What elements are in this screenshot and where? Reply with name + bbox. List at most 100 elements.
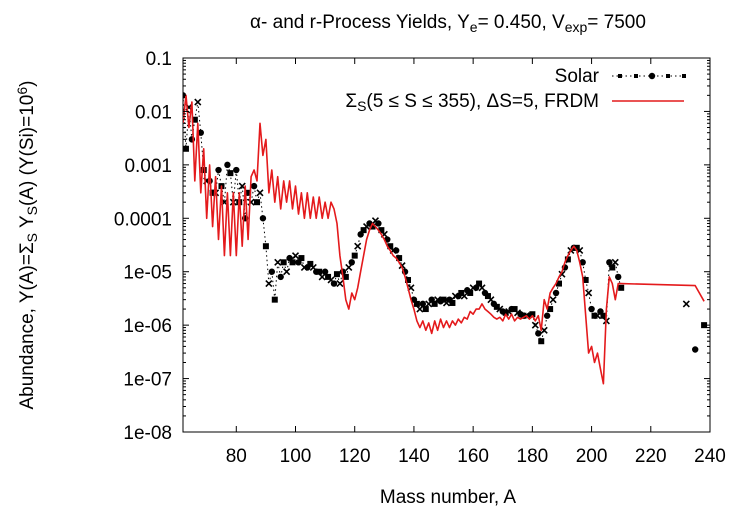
solar-point (316, 268, 323, 275)
solar-point (354, 242, 362, 250)
solar-point (245, 189, 252, 196)
solar-point (564, 256, 571, 263)
chart-title: α- and r-Process Yields, Ye= 0.450, Vexp… (250, 12, 646, 35)
solar-point (321, 268, 329, 275)
solar-point (250, 182, 258, 190)
y-tick-label: 1e-06 (123, 316, 172, 337)
solar-segment (549, 299, 554, 310)
solar-point (233, 166, 240, 174)
x-tick-label: 120 (339, 446, 371, 467)
legend-swatch-solar-point (648, 72, 656, 80)
solar-point (431, 300, 438, 307)
solar-point (280, 259, 287, 266)
ylabel-sup: 6 (14, 87, 30, 95)
ylabel-sub: S (24, 233, 40, 242)
ylabel-sub: S (24, 206, 40, 215)
solar-point (682, 300, 690, 308)
solar-segment (241, 186, 246, 219)
solar-point (520, 312, 527, 319)
solar-point (476, 280, 483, 287)
series-frdm (183, 94, 705, 385)
y-tick-label: 0.1 (146, 49, 172, 70)
solar-point (254, 199, 261, 206)
solar-point (289, 259, 296, 266)
y-tick-label: 0.01 (135, 102, 172, 123)
y-tick-label: 1e-07 (123, 370, 172, 391)
y-tick-label: 0.001 (124, 156, 172, 177)
solar-point (467, 289, 474, 296)
solar-point (291, 252, 300, 260)
legend-swatch-solar-point (666, 74, 670, 78)
solar-point (333, 271, 340, 278)
y-axis-label-text: Abundance, Y(A)=ΣS YS(A) (Y(Si)=106) (14, 80, 40, 409)
solar-point (274, 258, 282, 266)
solar-point (552, 289, 560, 297)
solar-point (238, 182, 246, 190)
solar-point (609, 264, 616, 271)
solar-point (582, 276, 589, 283)
solar-segment (256, 192, 261, 203)
solar-point (460, 292, 468, 300)
solar-point (538, 338, 545, 345)
solar-segment (200, 132, 205, 171)
solar-point (449, 299, 456, 306)
solar-segment (271, 271, 276, 300)
solar-point (265, 280, 273, 288)
solar-point (215, 166, 222, 174)
solar-point (197, 129, 204, 136)
legend-sub: S (357, 98, 366, 114)
y-tick-label: 0.0001 (114, 209, 172, 230)
y-axis-label: Abundance, Y(A)=ΣS YS(A) (Y(Si)=106) (14, 80, 40, 409)
solar-segment (274, 262, 279, 300)
solar-point (556, 280, 563, 287)
solar-point (351, 252, 358, 259)
legend-label-frdm: ΣS(5 ≤ S ≤ 355), ΔS=5, FRDM (345, 91, 599, 114)
solar-point (547, 306, 554, 313)
solar-point (392, 247, 400, 254)
axis-ticks: 80 100 120 140 160 180 200 220 240 0.1 0.01 0.001 0.… (114, 49, 726, 467)
x-tick-label: 80 (226, 446, 247, 467)
solar-point (600, 312, 607, 319)
solar-point (325, 273, 332, 280)
solar-point (618, 284, 625, 291)
solar-segment (540, 330, 545, 342)
solar-point (484, 293, 491, 300)
solar-point (579, 259, 586, 266)
x-tick-label: 240 (694, 446, 726, 467)
solar-point (691, 346, 699, 353)
ylabel-part: Y (17, 215, 38, 233)
solar-point (227, 170, 234, 177)
ylabel-part: ) (17, 80, 38, 86)
chart-title-text: α- and r-Process Yields, Ye= 0.450, Vexp… (250, 12, 646, 35)
solar-point (375, 220, 382, 227)
solar-segment (555, 283, 560, 294)
solar-segment (223, 164, 228, 203)
solar-segment (300, 257, 305, 268)
solar-point (345, 263, 353, 272)
solar-point (396, 255, 403, 262)
solar-point (413, 300, 420, 307)
solar-point (277, 273, 284, 281)
x-tick-label: 200 (576, 446, 608, 467)
solar-point (200, 167, 207, 174)
x-axis-label: Mass number, A (380, 487, 517, 508)
solar-segment (558, 274, 563, 284)
x-tick-label: 100 (280, 446, 312, 467)
legend: Solar ΣS(5 ≤ S ≤ 355), ΔS=5, FRDM (345, 66, 686, 114)
solar-point (549, 296, 557, 304)
solar-point (209, 189, 216, 196)
solar-segment (567, 250, 572, 260)
solar-point (298, 255, 305, 262)
solar-segment (262, 218, 267, 247)
y-tick-label: 1e-08 (123, 423, 172, 444)
solar-point (307, 260, 314, 267)
solar-point (502, 309, 509, 316)
plot-frame (182, 57, 711, 433)
solar-segment (336, 274, 341, 284)
ylabel-part: Abundance, Y(A)=Σ (17, 242, 38, 409)
legend-swatch-solar-point (634, 74, 638, 78)
plot-area (182, 57, 711, 433)
solar-point (422, 306, 429, 313)
title-sub: e (470, 19, 478, 35)
solar-point (268, 268, 276, 275)
